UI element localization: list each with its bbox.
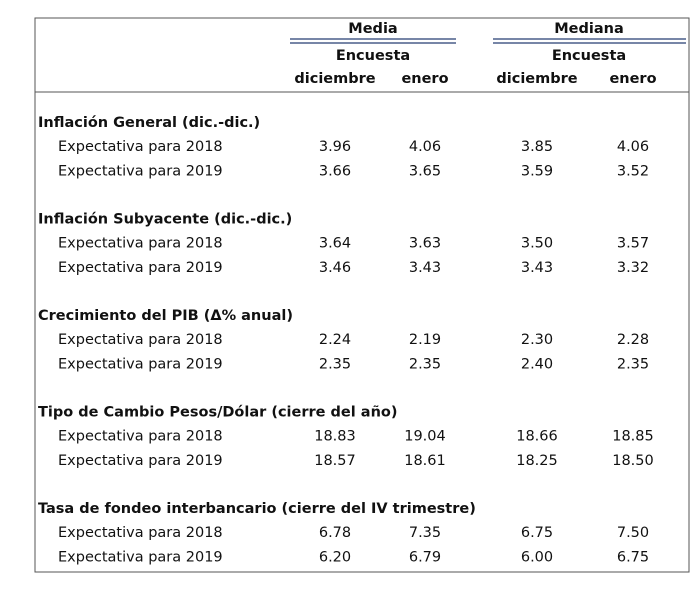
cell-value: 19.04: [404, 429, 446, 445]
cell-value: 6.75: [521, 525, 553, 541]
group-subtitle: Encuesta: [552, 48, 626, 64]
cell-value: 4.06: [617, 139, 649, 155]
cell-value: 2.40: [521, 357, 553, 373]
section-title: Crecimiento del PIB (Δ% anual): [38, 308, 293, 324]
cell-value: 3.96: [319, 139, 351, 155]
cell-value: 18.83: [314, 429, 356, 445]
cell-value: 3.66: [319, 164, 351, 180]
cell-value: 3.50: [521, 236, 553, 252]
section-title: Inflación General (dic.-dic.): [38, 115, 260, 131]
column-header: enero: [401, 71, 448, 87]
row-label: Expectativa para 2019: [58, 453, 223, 469]
cell-value: 6.20: [319, 550, 351, 566]
cell-value: 3.63: [409, 236, 441, 252]
cell-value: 18.57: [314, 453, 356, 469]
cell-value: 3.57: [617, 236, 649, 252]
cell-value: 18.25: [516, 453, 558, 469]
column-header: diciembre: [496, 71, 577, 87]
row-label: Expectativa para 2019: [58, 164, 223, 180]
row-label: Expectativa para 2018: [58, 525, 223, 541]
cell-value: 2.35: [319, 357, 351, 373]
group-underlines: [290, 38, 686, 44]
cell-value: 7.35: [409, 525, 441, 541]
group-title: Mediana: [554, 21, 624, 37]
row-label: Expectativa para 2019: [58, 260, 223, 276]
cell-value: 3.43: [521, 260, 553, 276]
cell-value: 4.06: [409, 139, 441, 155]
column-header: enero: [609, 71, 656, 87]
cell-value: 2.28: [617, 332, 649, 348]
row-label: Expectativa para 2018: [58, 236, 223, 252]
cell-value: 6.00: [521, 550, 553, 566]
section-title: Inflación Subyacente (dic.-dic.): [38, 212, 292, 228]
cell-value: 18.66: [516, 429, 558, 445]
cell-value: 2.35: [617, 357, 649, 373]
table-border: [34, 17, 690, 573]
cell-value: 3.52: [617, 164, 649, 180]
row-label: Expectativa para 2019: [58, 550, 223, 566]
cell-value: 6.75: [617, 550, 649, 566]
cell-value: 3.46: [319, 260, 351, 276]
cell-value: 3.65: [409, 164, 441, 180]
cell-value: 3.43: [409, 260, 441, 276]
row-label: Expectativa para 2019: [58, 357, 223, 373]
cell-value: 18.61: [404, 453, 446, 469]
cell-value: 18.50: [612, 453, 654, 469]
cell-value: 3.59: [521, 164, 553, 180]
section-title: Tasa de fondeo interbancario (cierre del…: [38, 501, 476, 517]
group-subtitle: Encuesta: [336, 48, 410, 64]
row-label: Expectativa para 2018: [58, 139, 223, 155]
cell-value: 2.24: [319, 332, 351, 348]
column-header: diciembre: [294, 71, 375, 87]
cell-value: 2.19: [409, 332, 441, 348]
cell-value: 2.35: [409, 357, 441, 373]
cell-value: 3.64: [319, 236, 351, 252]
group-title: Media: [348, 21, 397, 37]
row-label: Expectativa para 2018: [58, 429, 223, 445]
cell-value: 3.85: [521, 139, 553, 155]
cell-value: 2.30: [521, 332, 553, 348]
cell-value: 7.50: [617, 525, 649, 541]
cell-value: 6.79: [409, 550, 441, 566]
cell-value: 3.32: [617, 260, 649, 276]
section-title: Tipo de Cambio Pesos/Dólar (cierre del a…: [38, 405, 397, 421]
cell-value: 6.78: [319, 525, 351, 541]
cell-value: 18.85: [612, 429, 654, 445]
row-label: Expectativa para 2018: [58, 332, 223, 348]
